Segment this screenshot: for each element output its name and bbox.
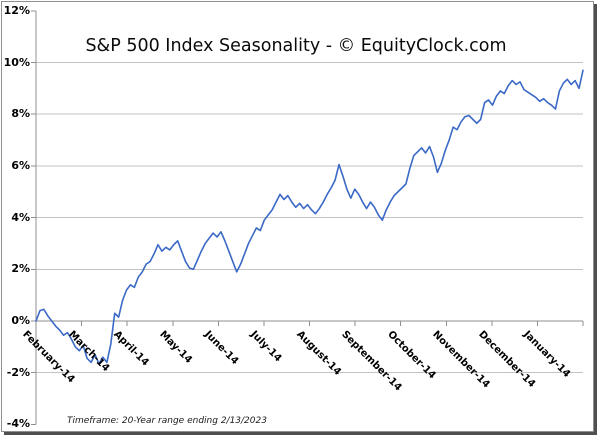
sp500-seasonality-line [35, 69, 584, 365]
y-axis-label: -2% [6, 365, 30, 379]
y-axis-label: 10% [3, 55, 30, 69]
y-axis-label: 0% [11, 314, 30, 327]
y-axis-label: 6% [11, 158, 30, 172]
y-axis-label: 8% [11, 107, 30, 121]
chart-title: S&P 500 Index Seasonality - © EquityCloc… [85, 36, 507, 56]
y-axis-label: 12% [3, 3, 30, 17]
y-axis-label: 2% [11, 262, 30, 276]
y-axis-label: 4% [11, 210, 30, 224]
y-axis-label: -4% [6, 417, 30, 431]
timeframe-note: Timeframe: 20-Year range ending 2/13/202… [67, 416, 267, 426]
